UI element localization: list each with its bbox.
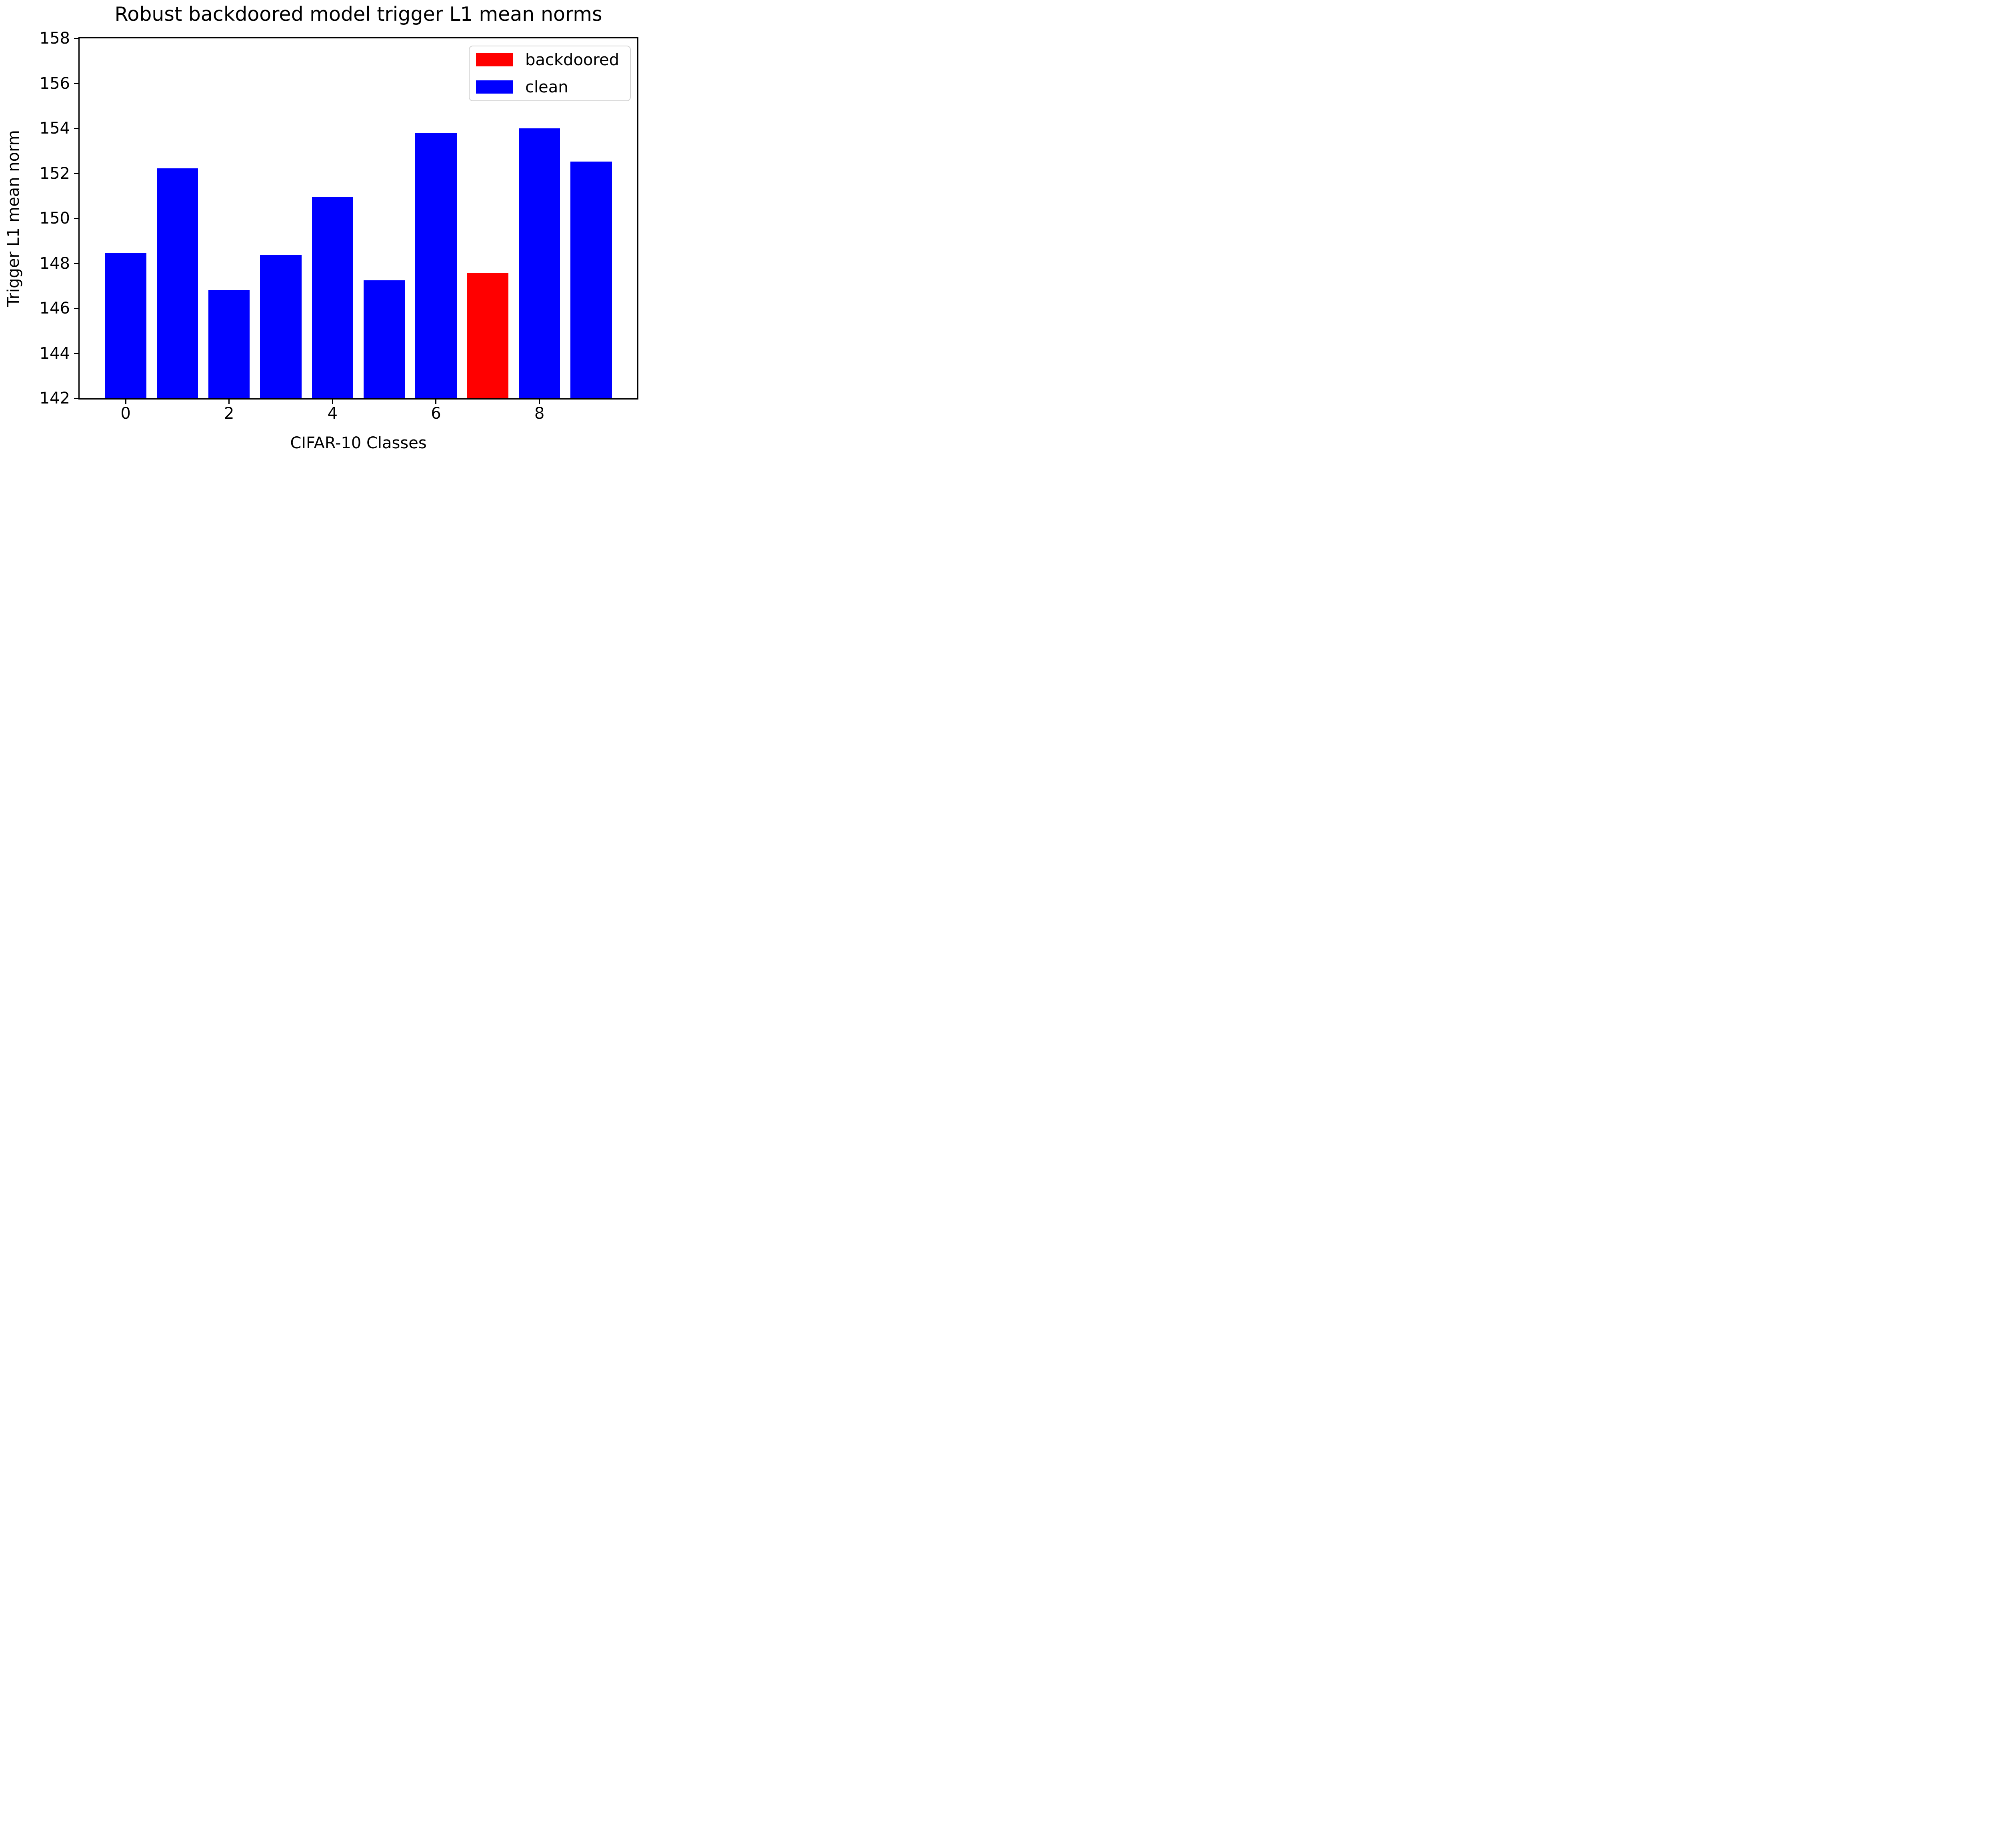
y-tick-mark-144 bbox=[74, 353, 79, 354]
y-tick-label-148: 148 bbox=[39, 254, 70, 273]
y-tick-label-150: 150 bbox=[39, 209, 70, 228]
x-tick-label-2: 2 bbox=[224, 404, 234, 423]
y-tick-mark-150 bbox=[74, 218, 79, 219]
y-tick-mark-154 bbox=[74, 128, 79, 129]
y-tick-mark-146 bbox=[74, 308, 79, 309]
x-tick-label-0: 0 bbox=[120, 404, 131, 423]
x-tick-mark-6 bbox=[435, 399, 437, 404]
y-tick-label-144: 144 bbox=[39, 344, 70, 363]
y-tick-mark-152 bbox=[74, 173, 79, 174]
bar-class-7 bbox=[467, 272, 508, 398]
chart-title: Robust backdoored model trigger L1 mean … bbox=[114, 3, 602, 26]
y-tick-mark-156 bbox=[74, 83, 79, 84]
y-tick-mark-158 bbox=[74, 38, 79, 39]
bar-class-5 bbox=[363, 280, 405, 398]
bar-class-3 bbox=[260, 255, 302, 398]
bar-class-2 bbox=[208, 290, 250, 398]
bar-class-6 bbox=[415, 132, 457, 398]
bar-class-1 bbox=[156, 168, 198, 398]
bar-class-8 bbox=[518, 128, 560, 398]
legend-entry-clean: clean bbox=[476, 79, 630, 95]
legend-label-backdoored: backdoored bbox=[525, 50, 619, 69]
legend: backdoored clean bbox=[469, 46, 631, 101]
plot-area: 142 144 146 148 150 152 154 156 158 0 2 4 6 8 backdoor… bbox=[40, 30, 638, 422]
y-axis-label: Trigger L1 mean norm bbox=[4, 130, 23, 307]
x-tick-label-8: 8 bbox=[534, 404, 545, 423]
x-axis-label: CIFAR-10 Classes bbox=[290, 434, 427, 452]
y-tick-label-142: 142 bbox=[39, 389, 70, 408]
figure: Robust backdoored model trigger L1 mean … bbox=[0, 0, 648, 462]
x-tick-mark-0 bbox=[125, 399, 126, 404]
legend-entry-backdoored: backdoored bbox=[476, 52, 630, 68]
bar-class-9 bbox=[570, 161, 612, 398]
x-tick-label-6: 6 bbox=[431, 404, 441, 423]
y-tick-label-154: 154 bbox=[39, 119, 70, 138]
bar-class-0 bbox=[105, 253, 146, 398]
legend-swatch-clean bbox=[476, 80, 513, 94]
y-tick-label-156: 156 bbox=[39, 74, 70, 93]
x-tick-mark-2 bbox=[228, 399, 230, 404]
x-tick-label-4: 4 bbox=[327, 404, 338, 423]
x-tick-mark-4 bbox=[332, 399, 333, 404]
y-tick-mark-142 bbox=[74, 398, 79, 399]
bar-class-4 bbox=[312, 197, 354, 398]
x-tick-mark-8 bbox=[539, 399, 540, 404]
legend-swatch-backdoored bbox=[476, 53, 513, 66]
legend-label-clean: clean bbox=[525, 78, 568, 96]
y-tick-label-158: 158 bbox=[39, 29, 70, 48]
y-tick-label-146: 146 bbox=[39, 299, 70, 318]
y-tick-label-152: 152 bbox=[39, 164, 70, 183]
y-tick-mark-148 bbox=[74, 263, 79, 264]
